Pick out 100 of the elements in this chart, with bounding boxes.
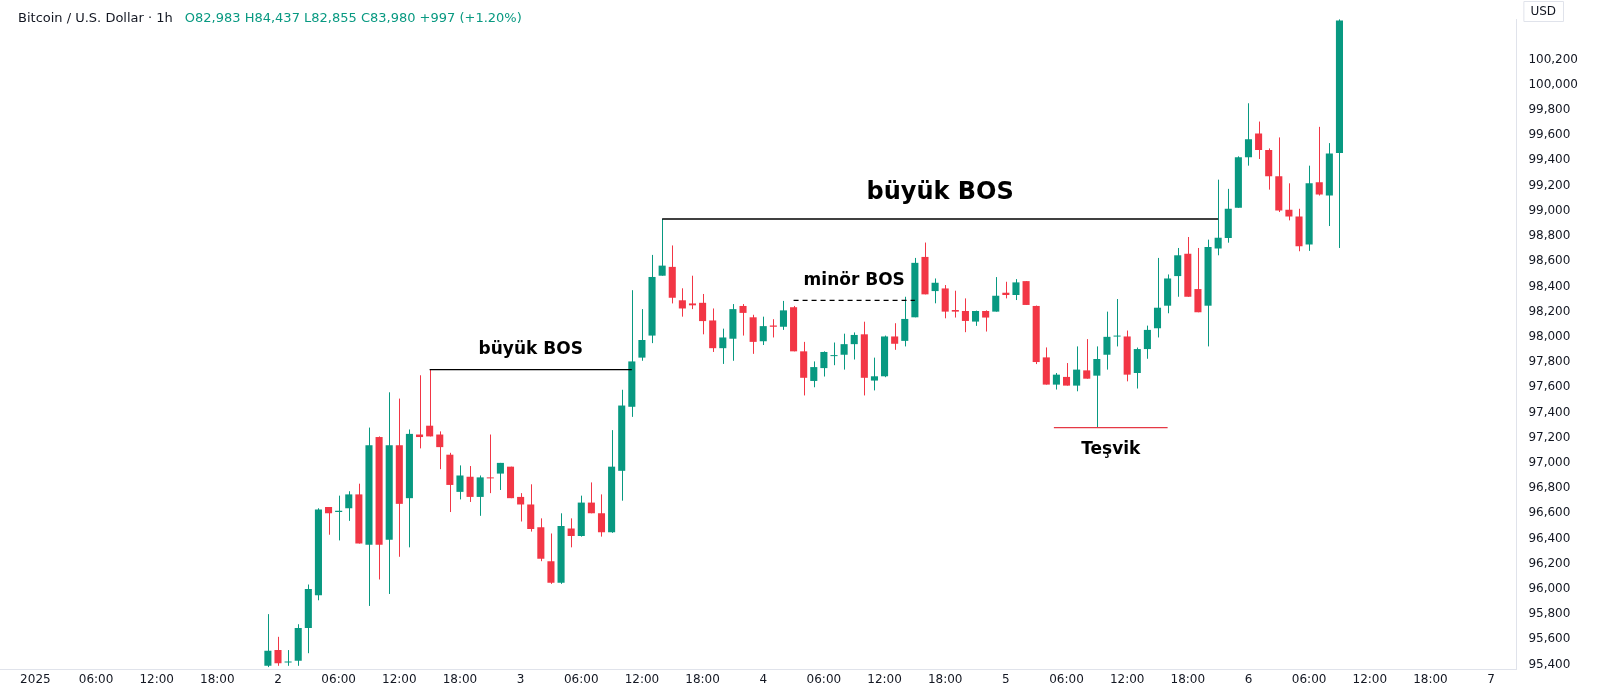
- candlestick: [891, 322, 899, 351]
- y-tick-label: 97,400: [1528, 404, 1571, 419]
- annotation: minör BOS: [803, 268, 905, 289]
- x-tick-label: 12:00: [139, 671, 174, 686]
- candlestick: [1214, 179, 1222, 256]
- candlestick: [941, 284, 949, 319]
- candlestick: [810, 360, 818, 388]
- candlestick: [1083, 338, 1091, 380]
- y-tick-label: 95,800: [1528, 606, 1571, 621]
- x-tick-label: 6: [1244, 671, 1253, 686]
- y-tick-label: 97,600: [1528, 379, 1571, 394]
- x-tick-label: 06:00: [321, 671, 356, 686]
- candlestick: [567, 517, 575, 548]
- candlestick: [325, 506, 333, 536]
- candlestick: [850, 331, 858, 361]
- annotation: büyük BOS: [478, 338, 583, 359]
- candlestick: [992, 276, 1000, 313]
- annotation: büyük BOS: [866, 177, 1014, 206]
- y-tick-label: 98,200: [1528, 303, 1571, 318]
- x-tick-label: 12:00: [867, 671, 902, 686]
- candlestick: [1022, 280, 1030, 306]
- y-tick-label: 98,400: [1528, 278, 1571, 293]
- candlestick: [1153, 257, 1162, 338]
- candlestick: [840, 333, 848, 371]
- y-tick-label: 95,600: [1528, 631, 1571, 646]
- candlestick: [1255, 121, 1263, 160]
- chart-title: Bitcoin / U.S. Dollar · 1h: [18, 10, 173, 26]
- x-tick-label: 18:00: [200, 671, 235, 686]
- candlestick: [638, 308, 646, 362]
- x-tick-label: 12:00: [382, 671, 417, 686]
- candlestick: [345, 490, 353, 522]
- y-tick-label: 99,400: [1528, 152, 1571, 167]
- y-tick-label: 97,800: [1528, 354, 1571, 369]
- y-tick-label: 95,400: [1528, 656, 1571, 671]
- candlestick: [688, 275, 697, 310]
- y-tick-label: 100,200: [1528, 51, 1578, 66]
- candlestick: [264, 613, 272, 668]
- candlestick: [547, 532, 555, 585]
- y-tick-label: 96,000: [1528, 581, 1571, 596]
- x-tick-label: 06:00: [1291, 671, 1327, 686]
- candlestick: [1093, 345, 1101, 429]
- y-tick-label: 97,200: [1528, 429, 1571, 444]
- candlestick: [830, 342, 838, 366]
- candlestick: [436, 430, 444, 470]
- x-tick-label: 18:00: [1170, 671, 1206, 686]
- annotation: Teşvik: [1081, 438, 1142, 459]
- candlestick: [779, 300, 787, 331]
- y-tick-label: 99,800: [1528, 102, 1571, 117]
- candlestick: [769, 318, 777, 338]
- x-tick-label: 4: [759, 671, 768, 686]
- candlestick: [1062, 362, 1071, 387]
- x-tick-label: 3: [516, 671, 525, 686]
- candlestick: [982, 309, 990, 333]
- y-tick-label: 97,000: [1528, 455, 1571, 470]
- candlestick: [739, 303, 747, 337]
- candlestick: [1073, 345, 1081, 392]
- candlestick: [1012, 278, 1020, 301]
- candlestick: [1315, 126, 1323, 197]
- candlestick: [951, 290, 959, 319]
- candlestick: [961, 297, 969, 333]
- candlestick: [284, 649, 292, 667]
- candlestick: [678, 287, 686, 318]
- x-tick-label: 18:00: [927, 671, 963, 686]
- x-tick-label: 18:00: [685, 671, 720, 686]
- candlestick: [587, 481, 595, 514]
- candlestick: [456, 464, 464, 500]
- candlestick: [1194, 247, 1202, 313]
- candlestick: [719, 328, 727, 365]
- y-axis-title: USD: [1530, 4, 1557, 19]
- y-tick-label: 98,800: [1528, 228, 1571, 243]
- candlestick: [476, 474, 484, 517]
- candlestick: [496, 462, 504, 491]
- candlestick: [820, 350, 828, 378]
- candlestick: [426, 369, 434, 437]
- candlestick: [1174, 247, 1182, 298]
- candlestick: [274, 636, 282, 667]
- x-tick-label: 2025: [20, 671, 51, 686]
- annotation: O82,983 H84,437 L82,855 C83,980 +997 (+1.20%): [184, 10, 522, 26]
- x-tick-label: 18:00: [442, 671, 478, 686]
- x-tick-label: 2: [274, 671, 282, 686]
- candlestick: [931, 277, 939, 304]
- candlestick: [901, 296, 909, 347]
- candlestick: [699, 293, 707, 335]
- x-tick-label: 18:00: [1413, 671, 1448, 686]
- candlestick: [1133, 347, 1141, 390]
- x-tick-label: 12:00: [1109, 671, 1145, 686]
- x-tick-label: 06:00: [806, 671, 842, 686]
- y-tick-label: 96,800: [1528, 480, 1571, 495]
- candlestick: [870, 357, 878, 391]
- x-tick-label: 12:00: [1352, 671, 1388, 686]
- y-tick-label: 98,000: [1528, 328, 1571, 343]
- x-tick-label: 06:00: [1049, 671, 1084, 686]
- candlestick: [658, 218, 666, 277]
- y-tick-label: 99,000: [1528, 202, 1571, 217]
- x-tick-label: 06:00: [78, 671, 114, 686]
- candlestick: [486, 434, 494, 494]
- candlestick: [1103, 311, 1111, 371]
- y-tick-label: 99,200: [1528, 177, 1571, 192]
- y-tick-label: 96,400: [1528, 530, 1571, 545]
- candlestick: [597, 493, 606, 538]
